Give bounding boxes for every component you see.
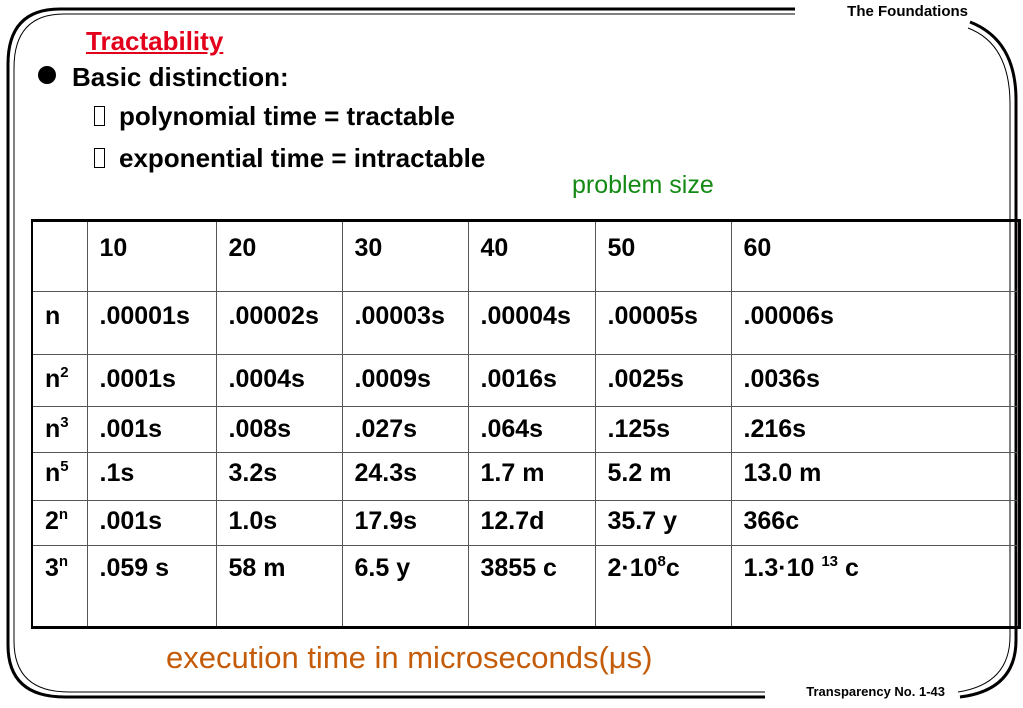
table-cell: 5.2 m (594, 452, 732, 501)
table-cell: .00003s (341, 291, 469, 355)
table-cell: 3855 c (467, 545, 596, 628)
table-cell: .00005s (594, 291, 732, 355)
row-label: n3 (31, 406, 88, 453)
table-cell: .008s (215, 406, 343, 453)
table-cell: .027s (341, 406, 469, 453)
table-cell: 6.5 y (341, 545, 469, 628)
table-row: 3n .059 s 58 m 6.5 y 3855 c 2·108c 1.3·1… (31, 545, 1021, 628)
problem-size-label: problem size (572, 171, 714, 199)
row-label: n2 (31, 354, 88, 407)
table-cell: 17.9s (341, 500, 469, 546)
size-header: 60 (730, 220, 1021, 292)
row-label: 2n (31, 500, 88, 546)
table-cell: 35.7 y (594, 500, 732, 546)
execution-time-caption: execution time in microseconds(μs) (166, 640, 653, 675)
table-cell: .0016s (467, 354, 596, 407)
table-cell: 58 m (215, 545, 343, 628)
table-row: n5 .1s 3.2s 24.3s 1.7 m 5.2 m 13.0 m (31, 452, 1021, 501)
row-label: n5 (31, 452, 88, 501)
slide-title: Tractability (86, 26, 224, 56)
table-cell: .0009s (341, 354, 469, 407)
table-cell: .0004s (215, 354, 343, 407)
table-cell: .00006s (730, 291, 1021, 355)
table-cell: 1.3·10 13 c (730, 545, 1021, 628)
row-label: 3n (31, 545, 88, 628)
time-complexity-table: 10 20 30 40 50 60 n .00001s .00002s .000… (31, 219, 1021, 629)
table-cell: .00001s (86, 291, 217, 355)
table-cell: .0025s (594, 354, 732, 407)
table-cell: .216s (730, 406, 1021, 453)
table-row: n .00001s .00002s .00003s .00004s .00005… (31, 291, 1021, 355)
size-header: 30 (341, 220, 469, 292)
bullet-basic-distinction: Basic distinction: (38, 62, 289, 93)
table-cell: .0001s (86, 354, 217, 407)
table-cell: 13.0 m (730, 452, 1021, 501)
missing-glyph-icon (94, 148, 105, 168)
bullet-dot-icon (38, 66, 56, 84)
table-cell: .001s (86, 500, 217, 546)
table-cell: .059 s (86, 545, 217, 628)
table-cell: .125s (594, 406, 732, 453)
table-cell: .001s (86, 406, 217, 453)
slide-header: The Foundations (847, 3, 968, 20)
table-cell: 366c (730, 500, 1021, 546)
table-cell: .00004s (467, 291, 596, 355)
table-cell: 3.2s (215, 452, 343, 501)
table-cell: 1.0s (215, 500, 343, 546)
size-header: 40 (467, 220, 596, 292)
missing-glyph-icon (94, 106, 105, 126)
table-cell: 12.7d (467, 500, 596, 546)
sub-point-text: polynomial time = tractable (119, 101, 455, 131)
table-cell: .064s (467, 406, 596, 453)
sub-point-text: exponential time = intractable (119, 143, 486, 173)
sub-point-polynomial: polynomial time = tractable (94, 101, 455, 132)
table-header-row: 10 20 30 40 50 60 (31, 220, 1021, 292)
table-cell: .1s (86, 452, 217, 501)
table-cell: 2·108c (594, 545, 732, 628)
table-row: n2 .0001s .0004s .0009s .0016s .0025s .0… (31, 354, 1021, 407)
table-row: 2n .001s 1.0s 17.9s 12.7d 35.7 y 366c (31, 500, 1021, 546)
bullet-text: Basic distinction: (72, 62, 289, 92)
row-label: n (31, 291, 88, 355)
table-cell: .0036s (730, 354, 1021, 407)
table-cell: 1.7 m (467, 452, 596, 501)
slide-footer: Transparency No. 1-43 (806, 684, 945, 699)
size-header: 50 (594, 220, 732, 292)
table-row: n3 .001s .008s .027s .064s .125s .216s (31, 406, 1021, 453)
table-cell: 24.3s (341, 452, 469, 501)
size-header: 10 (86, 220, 217, 292)
size-header: 20 (215, 220, 343, 292)
corner-cell (31, 220, 88, 292)
table-cell: .00002s (215, 291, 343, 355)
sub-point-exponential: exponential time = intractable (94, 143, 485, 174)
